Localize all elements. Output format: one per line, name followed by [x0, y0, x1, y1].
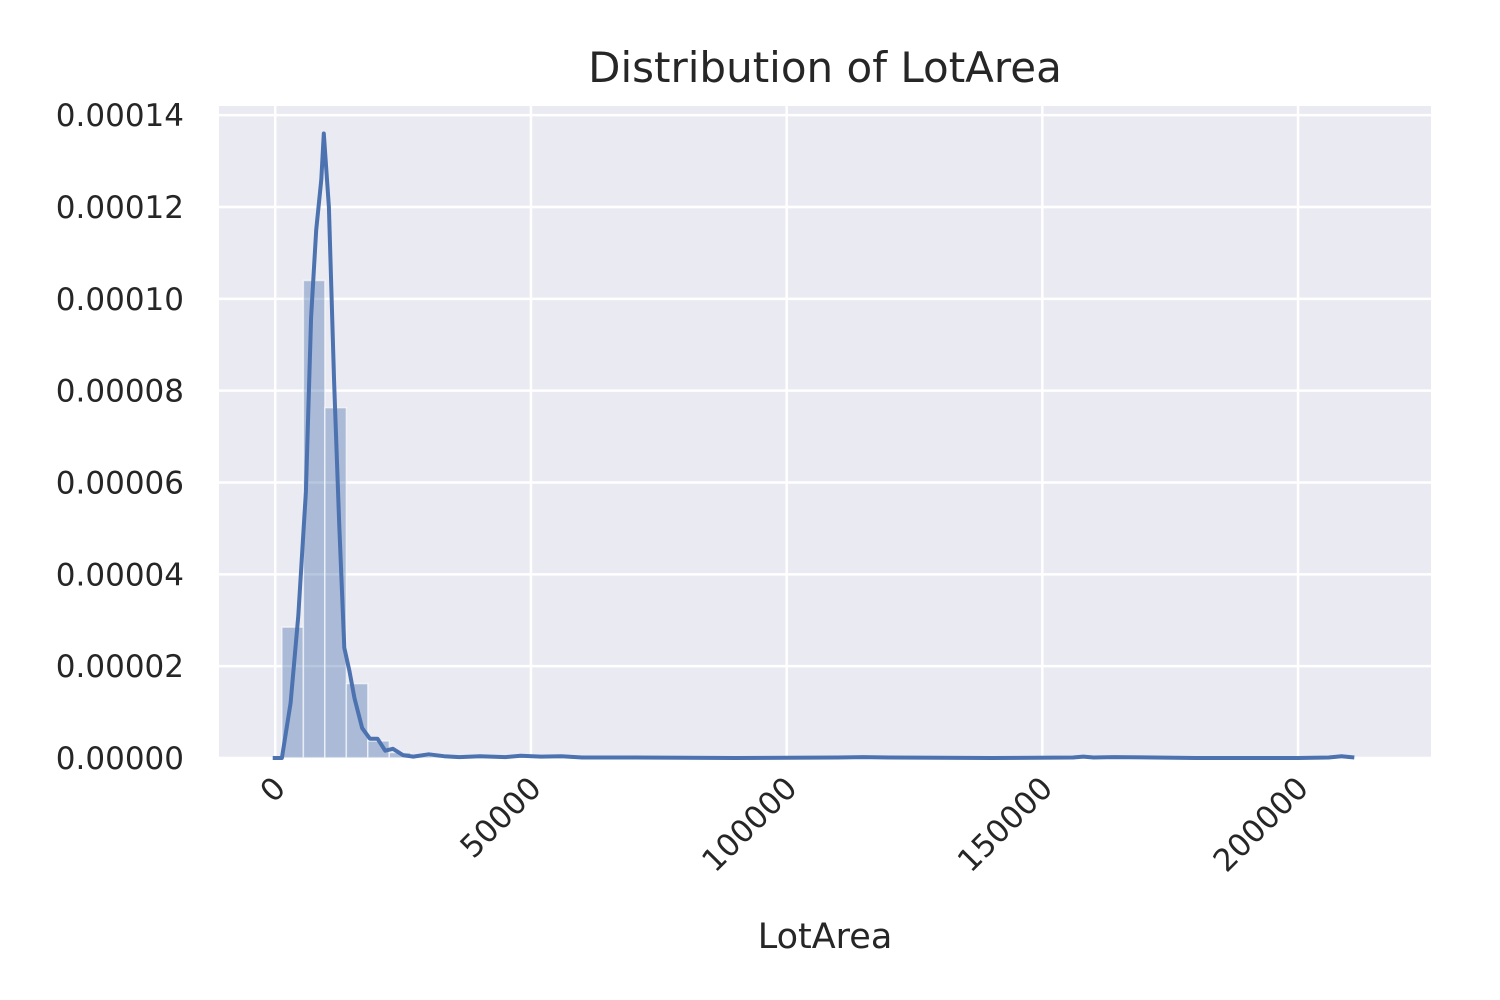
y-tick-label: 0.00010: [56, 282, 184, 318]
y-tick-label: 0.00002: [56, 649, 184, 685]
y-tick-label: 0.00014: [56, 98, 184, 134]
y-tick-label: 0.00012: [56, 190, 184, 226]
x-tick-label: 100000: [695, 770, 804, 879]
x-tick-label: 50000: [453, 770, 548, 865]
y-tick-labels: 0.00000 0.00002 0.00004 0.00006 0.00008 0.000…: [56, 98, 184, 777]
x-tick-labels: 0 50000 100000 150000 200000: [253, 770, 1315, 879]
x-tick-label: 200000: [1207, 770, 1316, 879]
histogram-bar: [302, 279, 326, 759]
kde-line: [272, 131, 1355, 760]
y-tick-label: 0.00008: [56, 374, 184, 410]
y-tick-label: 0.00000: [56, 741, 184, 777]
chart-title: Distribution of LotArea: [588, 43, 1062, 92]
y-tick-label: 0.00006: [56, 466, 184, 502]
y-tick-label: 0.00004: [56, 557, 184, 593]
plot-area: [219, 106, 1431, 758]
histogram-bar: [345, 682, 369, 759]
x-tick-label: 150000: [951, 770, 1060, 879]
x-axis-label: LotArea: [758, 917, 893, 957]
x-tick-label: 0: [253, 770, 292, 809]
